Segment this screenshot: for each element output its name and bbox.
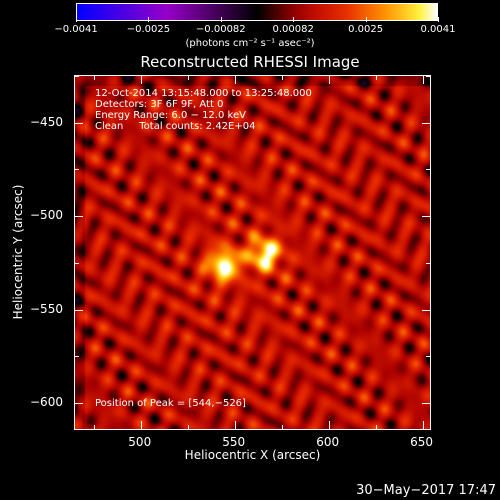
tick-mark (234, 76, 236, 84)
x-tick-label: 550 (222, 435, 246, 449)
tick-mark (93, 425, 95, 429)
plot-title: Reconstructed RHESSI Image (140, 53, 360, 71)
tick-mark (75, 309, 83, 311)
tick-mark (426, 169, 430, 171)
colorbar-label: −0.0025 (126, 24, 171, 35)
tick-mark (140, 76, 142, 84)
tick-mark (75, 122, 83, 124)
x-tick-label: 500 (128, 435, 152, 449)
colorbar-tick (438, 17, 439, 22)
tick-mark (422, 76, 424, 84)
y-tick-label: −450 (30, 114, 63, 129)
x-tick-label: 600 (316, 435, 340, 449)
colorbar-label: −0.0041 (54, 24, 98, 35)
y-tick-label: −550 (30, 301, 63, 316)
colorbar-tick (76, 17, 77, 22)
tick-mark (422, 216, 430, 218)
tick-mark (75, 76, 79, 77)
y-tick-label: −500 (30, 208, 63, 223)
tick-mark (187, 76, 189, 80)
tick-mark (75, 402, 83, 404)
tick-mark (426, 262, 430, 264)
colorbar-label: 0.0025 (348, 24, 384, 35)
tick-mark (140, 421, 142, 429)
colorbar-label: 0.0041 (420, 24, 456, 35)
x-axis-label: Heliocentric X (arcsec) (184, 448, 321, 462)
image-plot: 12-Oct-2014 13:15:48.000 to 13:25:48.000… (74, 75, 431, 430)
colorbar-units: (photons cm⁻² s⁻¹ asec⁻²) (185, 38, 315, 49)
rhessi-image (75, 76, 430, 429)
colorbar-tick (293, 17, 295, 22)
timestamp: 30−May−2017 17:47 (356, 483, 496, 498)
y-tick-label: −600 (30, 394, 63, 409)
colorbar (76, 3, 438, 21)
tick-mark (93, 76, 95, 80)
tick-mark (328, 76, 330, 84)
tick-mark (187, 425, 189, 429)
colorbar-tick (220, 17, 222, 22)
tick-mark (422, 402, 430, 404)
tick-mark (234, 421, 236, 429)
tick-mark (422, 309, 430, 311)
tick-mark (75, 356, 79, 358)
tick-mark (328, 421, 330, 429)
y-axis-label: Heliocentric Y (arcsec) (11, 184, 25, 320)
x-tick-label: 650 (410, 435, 434, 449)
tick-mark (422, 122, 430, 124)
tick-mark (375, 425, 377, 429)
annotation-clean: Clean Total counts: 2.42E+04 (95, 121, 256, 132)
colorbar-label: −0.00082 (195, 24, 246, 35)
annotation-time: 12-Oct-2014 13:15:48.000 to 13:25:48.000 (95, 88, 312, 99)
annotation-detectors: Detectors: 3F 6F 9F, Att 0 (95, 99, 224, 110)
tick-mark (75, 216, 83, 218)
annotation-energy: Energy Range: 6.0 − 12.0 keV (95, 110, 246, 121)
tick-mark (281, 76, 283, 80)
colorbar-tick (148, 17, 150, 22)
colorbar-tick (365, 17, 367, 22)
annotation-peak: Position of Peak = [544,−526] (95, 398, 246, 409)
tick-mark (75, 169, 79, 171)
tick-mark (426, 76, 430, 77)
tick-mark (75, 262, 79, 264)
tick-mark (426, 356, 430, 358)
tick-mark (422, 421, 424, 429)
tick-mark (375, 76, 377, 80)
tick-mark (281, 425, 283, 429)
colorbar-label: 0.00082 (272, 24, 314, 35)
